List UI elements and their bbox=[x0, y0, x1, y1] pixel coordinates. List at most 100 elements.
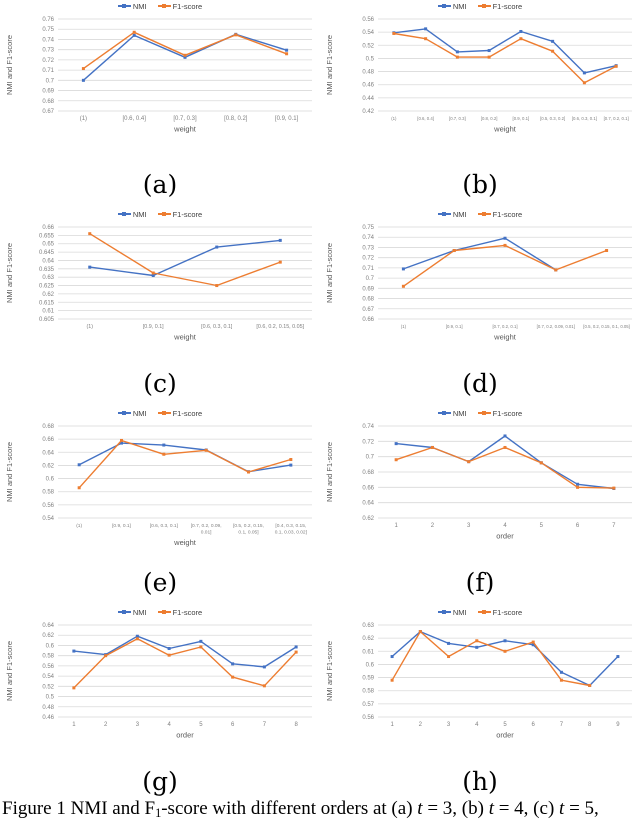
legend-marker-icon bbox=[437, 211, 451, 216]
legend-marker-icon bbox=[477, 410, 491, 415]
f1-score-line bbox=[395, 446, 614, 489]
chart-b-canvas: 0.56 0.54 0.52 0.5 0.48 0.46 0.44 0.42 (1) [0.6, … bbox=[325, 17, 632, 134]
y-tick-label: 0.62 bbox=[362, 516, 374, 522]
legend-label: F1-score bbox=[172, 1, 203, 11]
f1-score-marker bbox=[294, 650, 298, 654]
legend-item-nmi: NMI bbox=[117, 210, 147, 219]
y-axis-title: NMI and F1-score bbox=[5, 442, 14, 502]
f1-score-marker bbox=[582, 81, 586, 85]
legend-item-f1-score: F1-score bbox=[477, 1, 523, 11]
legend-item-f1-score: F1-score bbox=[157, 210, 202, 219]
chart-g-canvas: 0.64 0.62 0.6 0.58 0.56 0.54 0.52 0.5 0.48 0.46 1 2… bbox=[5, 623, 312, 740]
x-tick-label: [0.7, 0.2, 0.09, bbox=[191, 523, 222, 529]
f1-score-marker bbox=[559, 678, 563, 682]
nmi-marker bbox=[77, 463, 81, 467]
chart-legend: NMI F1-score bbox=[437, 209, 522, 219]
x-tick-label: [0.9, 0.1] bbox=[446, 324, 463, 329]
y-tick-label: 0.66 bbox=[42, 437, 54, 443]
x-tick-label: [0.8, 0.2] bbox=[224, 116, 248, 122]
nmi-line bbox=[78, 442, 291, 473]
f1-score-line bbox=[78, 439, 291, 489]
legend-label: F1-score bbox=[172, 408, 203, 418]
panel-letter-d: (d) bbox=[462, 368, 498, 398]
chart-panel-h: NMI F1-score 0.63 0.62 0.61 0.6 0.59 0.58 0.57 0.… bbox=[320, 597, 640, 796]
chart-legend: NMI F1-score bbox=[117, 1, 203, 11]
chart-legend: NMI F1-score bbox=[437, 1, 523, 11]
y-tick-label: 0.65 bbox=[42, 242, 54, 248]
nmi-marker bbox=[503, 236, 507, 240]
f1-score-marker bbox=[247, 470, 250, 474]
legend-label: NMI bbox=[132, 1, 147, 11]
y-axis-title: NMI and F1-score bbox=[325, 35, 334, 95]
x-tick-label: 6 bbox=[532, 722, 536, 728]
x-tick-label: [0.7, 0.2, 0.1] bbox=[492, 324, 517, 329]
caption-segment: 1 bbox=[155, 806, 162, 821]
legend-item-nmi: NMI bbox=[437, 2, 467, 11]
figure-grid: NMI F1-score 0.76 0.75 0.74 0.73 0.72 0.71 0.7 0.… bbox=[0, 0, 640, 796]
nmi-marker bbox=[262, 665, 266, 669]
nmi-marker bbox=[132, 33, 136, 37]
chart-panel-a: NMI F1-score 0.76 0.75 0.74 0.73 0.72 0.71 0.7 0.… bbox=[0, 0, 320, 199]
f1-score-marker bbox=[285, 52, 289, 56]
f1-score-marker bbox=[467, 460, 471, 464]
chart-legend: NMI F1-score bbox=[437, 607, 523, 617]
f1-score-marker bbox=[394, 458, 398, 462]
legend-item-nmi: NMI bbox=[437, 209, 467, 219]
x-tick-label: 6 bbox=[231, 722, 235, 728]
x-tick-label: [0.5, 0.2, 0.15, bbox=[233, 523, 264, 529]
f1-score-line bbox=[393, 32, 617, 84]
y-tick-label: 0.71 bbox=[42, 68, 54, 74]
y-tick-label: 0.48 bbox=[362, 70, 374, 76]
nmi-marker bbox=[576, 482, 580, 486]
chart-f-canvas: 0.74 0.72 0.7 0.68 0.66 0.64 0.62 1 2 3 4 5 6 7 order N… bbox=[325, 424, 632, 541]
legend-marker-icon bbox=[437, 3, 451, 8]
x-tick-label: (1) bbox=[80, 116, 87, 122]
legend-label: NMI bbox=[132, 607, 147, 617]
chart-legend: NMI F1-score bbox=[117, 607, 203, 617]
y-tick-label: 0.66 bbox=[362, 485, 374, 491]
legend-label: F1-score bbox=[492, 607, 523, 617]
f1-score-marker bbox=[487, 55, 491, 59]
y-tick-label: 0.68 bbox=[42, 99, 54, 105]
legend-label: F1-score bbox=[172, 607, 203, 617]
y-tick-label: 0.7 bbox=[46, 78, 55, 84]
y-tick-label: 0.61 bbox=[42, 309, 54, 315]
y-tick-label: 0.59 bbox=[362, 676, 374, 682]
x-tick-label: (1) bbox=[86, 324, 93, 330]
nmi-line bbox=[396, 435, 614, 490]
chart-panel-e: NMI F1-score 0.68 0.66 0.64 0.62 0.6 0.58 0.56 0.… bbox=[0, 398, 320, 597]
x-tick-label: 6 bbox=[576, 523, 580, 529]
nmi-marker bbox=[231, 662, 235, 666]
y-tick-label: 0.6 bbox=[46, 477, 55, 483]
y-tick-label: 0.75 bbox=[362, 225, 374, 231]
y-axis-title: NMI and F1-score bbox=[5, 243, 14, 303]
f1-score-marker bbox=[430, 445, 434, 449]
f1-score-marker bbox=[612, 486, 616, 490]
x-tick-label: 2 bbox=[431, 523, 435, 529]
y-axis-title: NMI and F1-score bbox=[5, 641, 14, 701]
x-tick-label: 1 bbox=[390, 722, 394, 728]
f1-score-marker bbox=[531, 640, 535, 644]
legend-marker-icon bbox=[437, 609, 451, 614]
chart-panel-g: NMI F1-score 0.64 0.62 0.6 0.58 0.56 0.54 0.52 0.… bbox=[0, 597, 320, 796]
nmi-marker bbox=[215, 245, 219, 249]
legend-label: F1-score bbox=[492, 1, 523, 11]
y-tick-label: 0.74 bbox=[362, 424, 374, 430]
y-axis-title: NMI and F1-score bbox=[325, 243, 334, 303]
legend-marker-icon bbox=[157, 609, 171, 614]
f1-score-marker bbox=[418, 630, 422, 634]
nmi-marker bbox=[616, 655, 620, 659]
x-axis-title: weight bbox=[173, 333, 197, 342]
legend-label: NMI bbox=[452, 209, 467, 219]
nmi-line bbox=[403, 237, 557, 271]
x-axis-title: weight bbox=[173, 538, 197, 547]
y-tick-label: 0.63 bbox=[42, 275, 54, 281]
x-tick-label: (1) bbox=[401, 324, 407, 329]
y-tick-label: 0.6 bbox=[366, 662, 375, 668]
y-tick-label: 0.74 bbox=[362, 235, 374, 241]
y-tick-label: 0.625 bbox=[39, 284, 55, 290]
f1-score-marker bbox=[183, 53, 187, 57]
y-tick-label: 0.605 bbox=[39, 317, 55, 323]
x-tick-label: 7 bbox=[263, 722, 267, 728]
